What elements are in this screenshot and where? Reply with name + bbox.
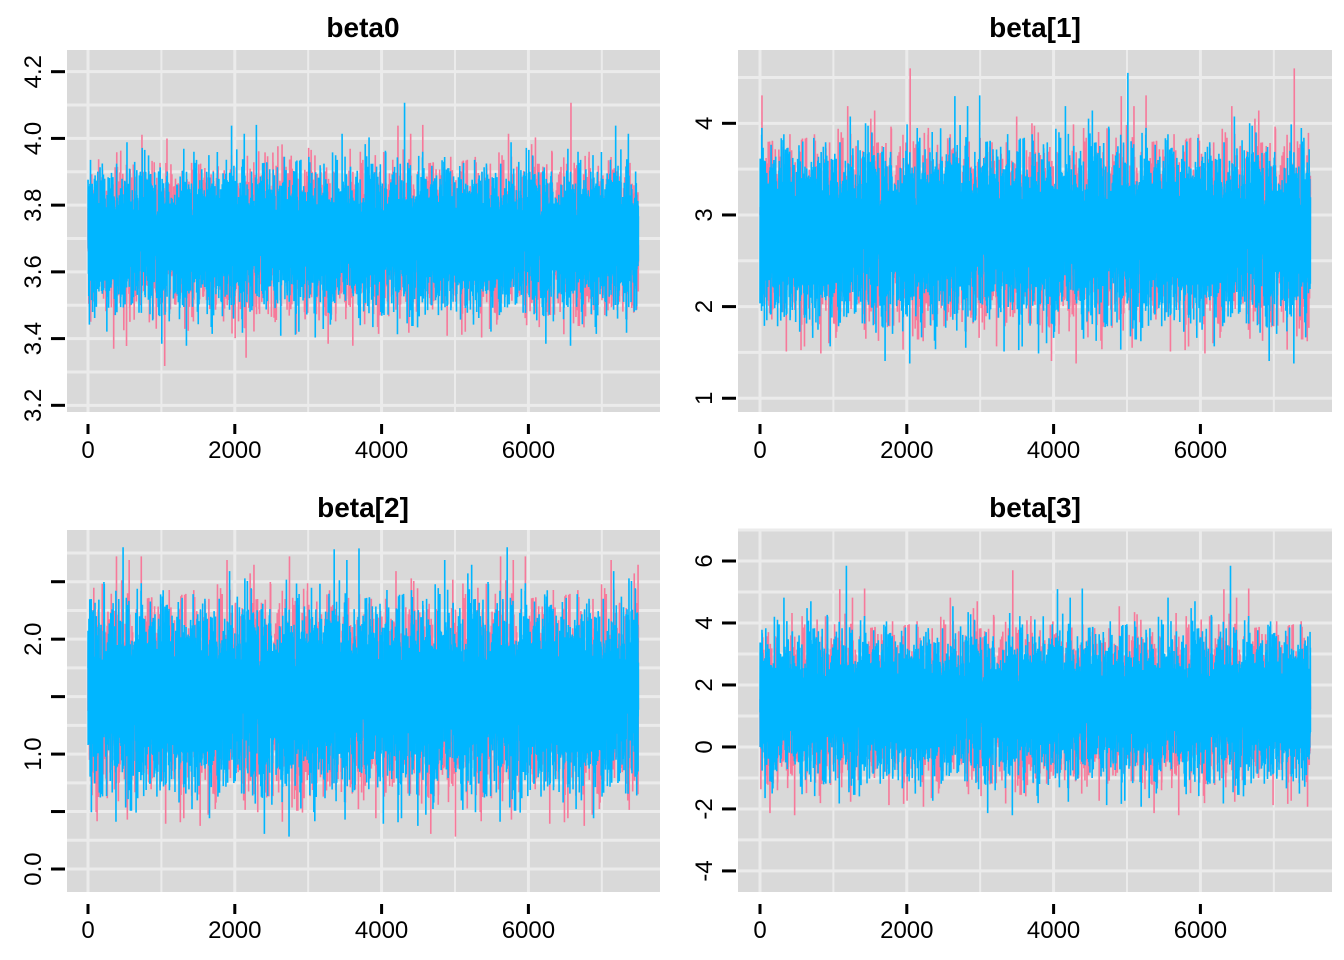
y-tick-label: -2 <box>691 798 718 819</box>
x-tick-label: 6000 <box>502 437 555 464</box>
panel-title: beta[3] <box>989 492 1081 523</box>
chain-2-trace <box>759 72 1312 364</box>
x-tick-label: 0 <box>81 917 94 944</box>
x-tick-label: 6000 <box>1174 437 1227 464</box>
panel-beta3: 0 2000 4000 6000 -4 -2 0 2 4 6 beta[3] <box>691 492 1332 944</box>
y-tick-label: 3 <box>691 208 718 221</box>
x-tick-label: 6000 <box>1174 917 1227 944</box>
x-tick-label: 4000 <box>355 437 408 464</box>
x-tick-label: 2000 <box>208 917 261 944</box>
x-tick-label: 2000 <box>880 437 933 464</box>
y-tick-label: 4 <box>691 117 718 130</box>
x-tick-label: 4000 <box>1027 917 1080 944</box>
y-tick-label: -4 <box>691 860 718 881</box>
chain-2-trace <box>759 565 1312 816</box>
panel-title: beta[2] <box>317 492 409 523</box>
x-tick-label: 0 <box>753 437 766 464</box>
panel-beta1: 0 2000 4000 6000 1 2 3 4 beta[1] <box>691 12 1332 464</box>
x-tick-label: 6000 <box>502 917 555 944</box>
y-tick-label: 2.0 <box>20 622 47 655</box>
y-tick-label: 4 <box>691 616 718 629</box>
panel-title: beta0 <box>326 12 399 43</box>
y-tick-label: 3.8 <box>20 188 47 221</box>
chain-2-trace <box>87 547 640 837</box>
y-tick-label: 2 <box>691 300 718 313</box>
x-tick-label: 4000 <box>1027 437 1080 464</box>
y-tick-label: 0.0 <box>20 852 47 885</box>
y-tick-label: 2 <box>691 678 718 691</box>
panel-beta0: 0 2000 4000 6000 3.2 3.4 3.6 3.8 4.0 4.2 beta0 <box>20 12 660 464</box>
x-tick-label: 0 <box>81 437 94 464</box>
panel-beta2: 0 2000 4000 6000 0.0 1.0 2.0 beta[2] <box>20 492 660 944</box>
y-tick-label: 6 <box>691 554 718 567</box>
chain-2-trace <box>87 102 640 346</box>
y-tick-label: 3.2 <box>20 389 47 422</box>
x-tick-label: 2000 <box>880 917 933 944</box>
y-tick-label: 4.0 <box>20 122 47 155</box>
y-tick-label: 1 <box>691 392 718 405</box>
y-tick-label: 0 <box>691 740 718 753</box>
y-tick-label: 1.0 <box>20 737 47 770</box>
y-tick-label: 3.6 <box>20 255 47 288</box>
x-tick-label: 0 <box>753 917 766 944</box>
panel-title: beta[1] <box>989 12 1081 43</box>
x-tick-label: 4000 <box>355 917 408 944</box>
y-tick-label: 3.4 <box>20 322 47 355</box>
y-tick-label: 4.2 <box>20 55 47 88</box>
x-tick-label: 2000 <box>208 437 261 464</box>
